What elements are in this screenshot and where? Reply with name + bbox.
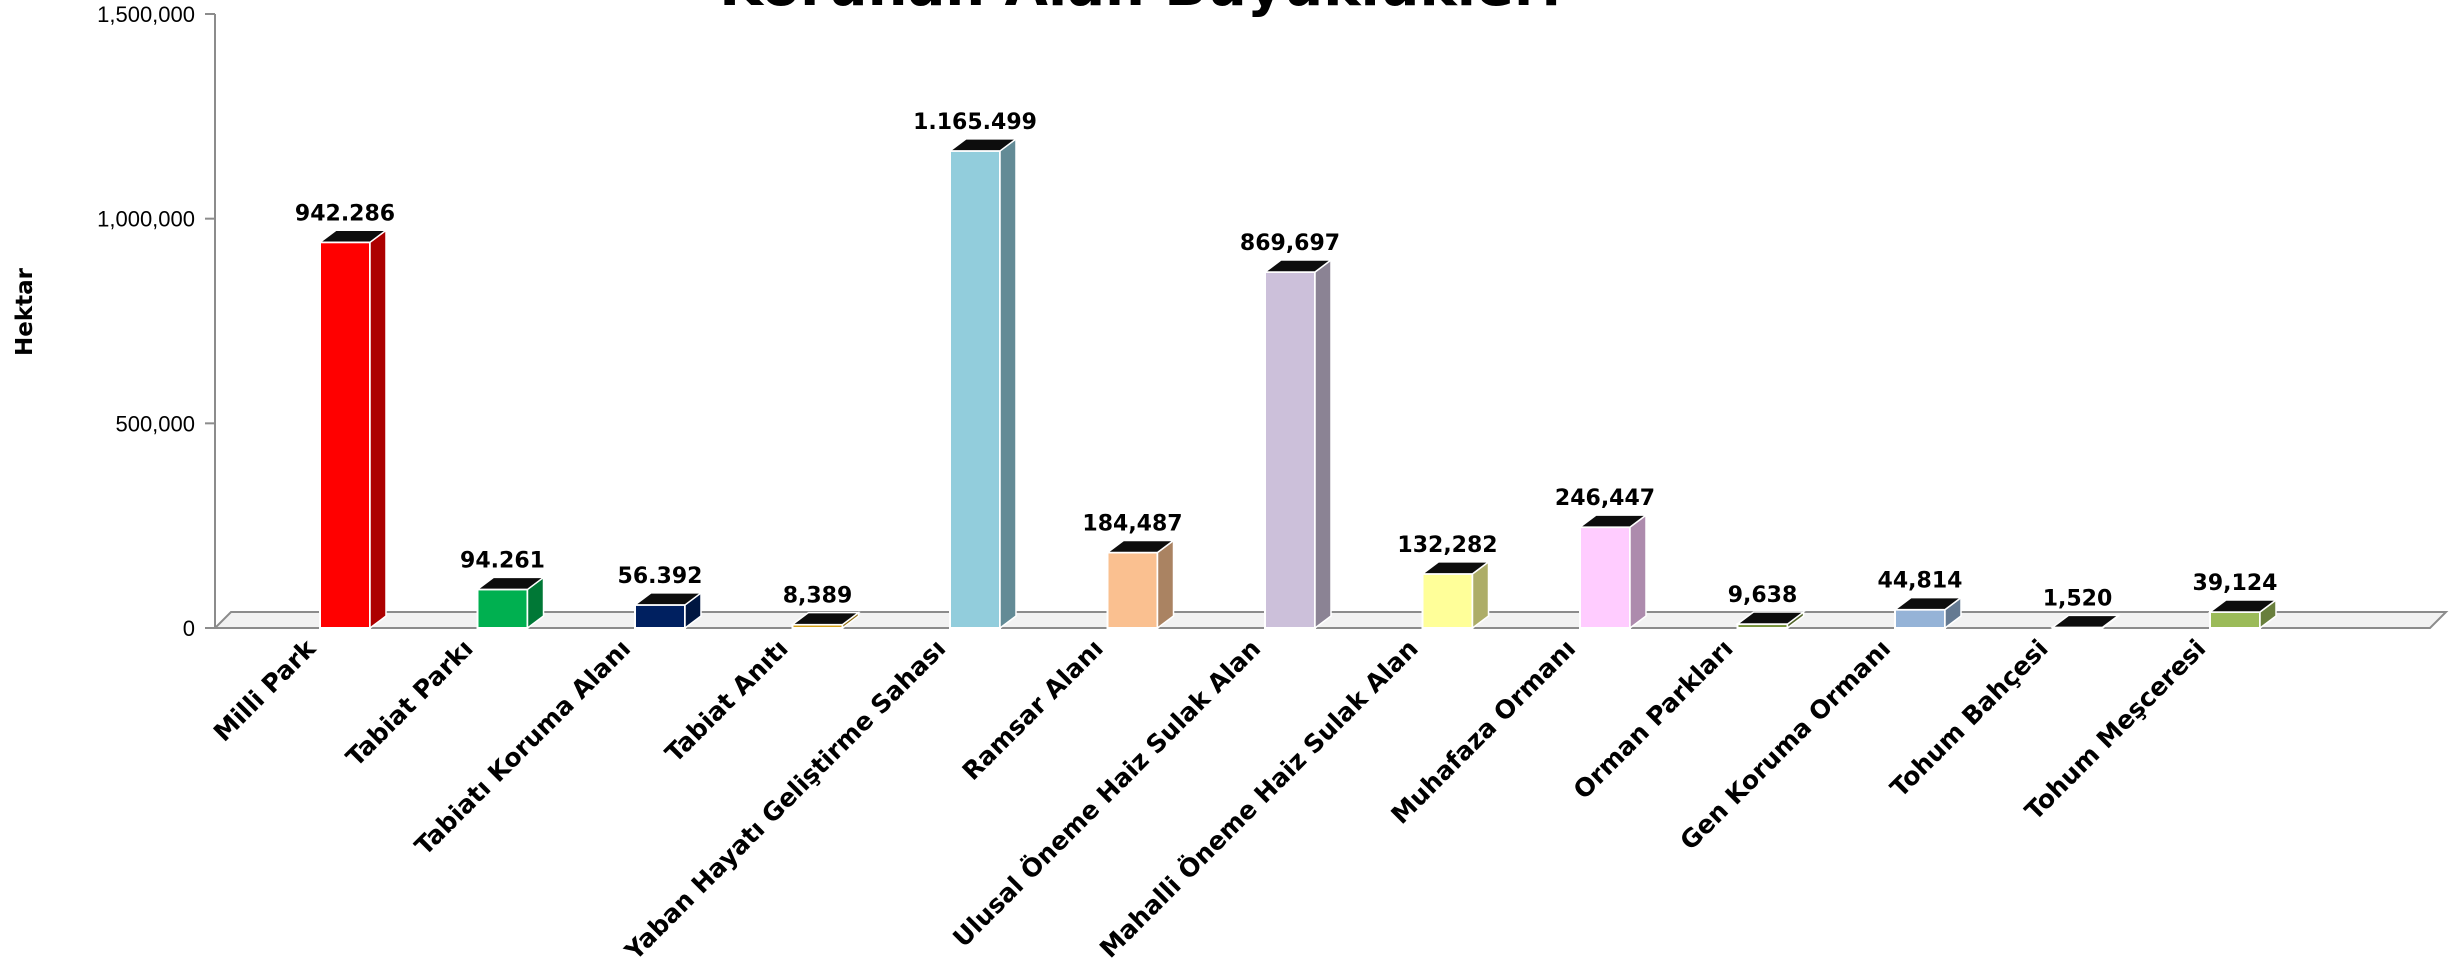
bar-top-face: [947, 138, 1019, 152]
bar-top-face: [1262, 259, 1334, 273]
data-label: 869,697: [1240, 231, 1340, 256]
bar-side-face: [369, 228, 387, 630]
data-label: 246,447: [1555, 486, 1655, 511]
bar-muhafaza-ormani: [1577, 513, 1649, 630]
bar-tohum-bahcesi: [2050, 613, 2121, 630]
bar-front-face: [1579, 526, 1631, 630]
bar-top-face: [1892, 596, 1964, 611]
bar-milli-park: [317, 228, 389, 630]
bar-top-face: [2050, 614, 2121, 629]
bar-yaban-hayati-gelistirme-sahasi: [947, 137, 1019, 630]
bar-tabiati-koruma-alani: [632, 591, 704, 630]
bar-top-face: [632, 592, 704, 606]
data-label: 8,389: [783, 584, 853, 609]
chart-title: Korunan Alan Büyüklükleri: [719, 0, 1561, 19]
bar-top-face: [790, 611, 861, 626]
y-tick-label: 1,000,000: [97, 207, 195, 232]
y-tick-label: 0: [183, 616, 195, 641]
bar-front-face: [1264, 271, 1316, 629]
category-label: Tohum Bahçesi: [1885, 634, 2054, 803]
data-label: 184,487: [1082, 511, 1182, 536]
data-label: 39,124: [2193, 571, 2278, 596]
data-label: 942.286: [295, 201, 395, 226]
category-label: Mahalli Öneme Haiz Sulak Alan: [1093, 633, 1423, 963]
category-label: Tohum Meşceresi: [2019, 634, 2211, 826]
bar-ulusal-oneme-haiz-sulak-alan: [1262, 258, 1334, 630]
data-label: 1.165.499: [913, 110, 1037, 135]
bar-front-face: [1106, 551, 1159, 630]
bar-gen-koruma-ormani: [1892, 596, 1964, 630]
bar-top-face: [2207, 599, 2279, 613]
bar-tabiat-aniti: [790, 611, 861, 630]
bar-side-face: [999, 137, 1017, 630]
y-axis-title: Hektar: [12, 267, 38, 356]
category-label: Tabiat Anıtı: [659, 634, 793, 768]
category-label: Ramsar Alanı: [957, 634, 1109, 786]
data-labels: 942.286 94.261 56.392 8,389 1.165.499 184,487…: [295, 110, 2278, 611]
bar-ramsar-alani: [1105, 538, 1176, 630]
chart-floor: [212, 611, 2449, 629]
data-label: 44,814: [1878, 569, 1963, 594]
data-label: 1,520: [2043, 586, 2113, 611]
bar-front-face: [1894, 608, 1946, 629]
bar-tabiat-parki: [475, 575, 546, 630]
bar-mahalli-oneme-haiz-sulak-alan: [1420, 560, 1491, 630]
data-label: 9,638: [1728, 583, 1798, 608]
bar-front-face: [476, 588, 529, 629]
bar-side-face: [1629, 513, 1647, 630]
floor-plane: [212, 611, 2449, 629]
bar-front-face: [319, 241, 371, 629]
category-label: Tabiat Parkı: [340, 634, 478, 772]
bar-front-face: [2209, 610, 2261, 629]
bar-side-face: [1156, 538, 1175, 630]
category-label: Milli Park: [208, 633, 322, 747]
bar-orman-parklari: [1735, 610, 1806, 630]
bar-side-face: [1314, 258, 1332, 630]
data-label: 132,282: [1397, 533, 1497, 558]
category-label: Ulusal Öneme Haiz Sulak Alan: [946, 633, 1266, 953]
bar-top-face: [1735, 611, 1806, 625]
bar-top-face: [475, 576, 546, 591]
bar-top-face: [1420, 561, 1491, 575]
bar-tohum-mesceresi: [2207, 598, 2279, 630]
bar-front-face: [949, 149, 1001, 629]
data-label: 56.392: [618, 564, 703, 589]
category-label: Yaban Hayatı Geliştirme Sahası: [619, 634, 952, 963]
bars: [317, 137, 2279, 630]
data-label: 94.261: [460, 548, 545, 573]
bar-top-face: [317, 229, 389, 244]
y-axis: 0 500,000 1,000,000 1,500,000: [97, 2, 216, 641]
y-tick-label: 500,000: [115, 411, 195, 436]
bar-top-face: [1577, 514, 1649, 528]
category-label: Orman Parkları: [1568, 634, 1739, 805]
bar-front-face: [634, 603, 686, 629]
bar-front-face: [1421, 572, 1474, 629]
bar-top-face: [1105, 539, 1176, 554]
y-tick-label: 1,500,000: [97, 2, 195, 27]
